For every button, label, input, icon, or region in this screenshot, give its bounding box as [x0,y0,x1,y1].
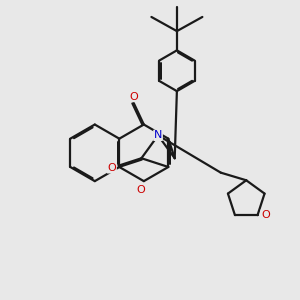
Text: O: O [129,92,138,101]
Text: O: O [261,210,270,220]
Text: O: O [107,163,116,173]
Text: N: N [154,130,162,140]
Text: O: O [136,184,145,195]
